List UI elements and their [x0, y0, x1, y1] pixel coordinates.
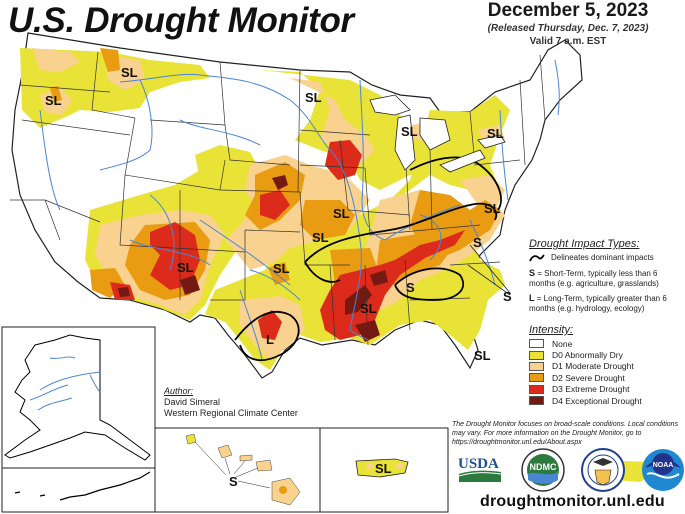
date-header: December 5, 2023 (Released Thursday, Dec… — [478, 0, 658, 49]
partner-logos: USDA NDMC NOAA — [455, 448, 685, 492]
impact-label-montana: SL — [305, 90, 322, 105]
short-term-definition: S = Short-Term, typically less than 6 mo… — [529, 268, 659, 288]
long-term-definition: L = Long-Term, typically greater than 6 … — [529, 293, 667, 313]
legend-row-d4: D4 Exceptional Drought — [529, 395, 685, 406]
intensity-legend: Intensity: None D0 Abnormally Dry D1 Mod… — [529, 324, 685, 406]
impact-line-icon — [529, 254, 545, 262]
impact-label-mississippi: SL — [360, 301, 377, 316]
svg-text:NOAA: NOAA — [653, 462, 674, 469]
impact-label-oklahoma: SL — [273, 261, 290, 276]
impact-label-virginia: SL — [484, 201, 501, 216]
impact-label-missouri: SL — [333, 206, 350, 221]
impact-label-texas: L — [266, 332, 274, 347]
impact-label-puerto-rico: SL — [375, 461, 392, 476]
map-date: December 5, 2023 — [487, 0, 649, 21]
svg-text:NDMC: NDMC — [530, 462, 557, 472]
commerce-logo-icon — [581, 448, 625, 492]
d3-extreme-drought-areas — [110, 140, 465, 340]
legend-row-d2: D2 Severe Drought — [529, 372, 685, 383]
swatch-none — [529, 339, 544, 349]
impact-types-heading: Drought Impact Types: — [529, 238, 640, 250]
ndmc-logo-icon: NDMC — [521, 448, 565, 492]
impact-label-florida: SL — [474, 348, 491, 363]
swatch-d4 — [529, 396, 544, 406]
impact-label-michigan: SL — [401, 124, 418, 139]
state-borders — [10, 51, 546, 346]
legend-row-d1: D1 Moderate Drought — [529, 361, 685, 372]
impact-label-hawaii: S — [229, 474, 238, 489]
label-leader-lines — [467, 244, 511, 296]
website-url[interactable]: droughtmonitor.unl.edu — [480, 493, 665, 510]
puerto-rico-map — [355, 458, 409, 478]
footer-note: The Drought Monitor focuses on broad-sca… — [452, 421, 679, 446]
swatch-d1 — [529, 361, 544, 371]
rivers — [39, 59, 560, 361]
impact-label-alabama: S — [406, 280, 415, 295]
noaa-logo-icon: NOAA — [642, 449, 684, 491]
intensity-heading: Intensity: — [529, 324, 574, 336]
delineates-row: Delineates dominant impacts — [529, 253, 685, 263]
impact-label-west: SL — [312, 230, 329, 245]
swatch-d2 — [529, 373, 544, 383]
author-block: Author: David Simeral Western Regional C… — [164, 386, 298, 419]
release-date: (Released Thursday, Dec. 7, 2023) — [487, 23, 649, 34]
impact-boundary-lines — [234, 156, 502, 362]
author-name: David Simeral — [164, 397, 221, 407]
legend-row-d3: D3 Extreme Drought — [529, 384, 685, 395]
map-title: U.S. Drought Monitor — [8, 1, 354, 40]
legend-row-d0: D0 Abnormally Dry — [529, 349, 685, 360]
swatch-d0 — [529, 350, 544, 360]
impact-types-legend: Drought Impact Types: Delineates dominan… — [529, 238, 685, 318]
valid-time: Valid 7 a.m. EST — [529, 36, 607, 47]
author-heading: Author: — [164, 386, 194, 396]
impact-label-north-carolina: S — [473, 235, 482, 250]
author-org: Western Regional Climate Center — [164, 408, 298, 418]
alaska-map — [4, 334, 151, 501]
impact-label-new-york: SL — [487, 126, 504, 141]
legend-row-none: None — [529, 338, 685, 349]
great-lakes — [369, 94, 506, 173]
delineates-text: Delineates dominant impacts — [551, 253, 654, 262]
impact-label-washington: SL — [121, 65, 138, 80]
impact-label-oregon: SL — [45, 93, 62, 108]
aleutians-inset-frame — [1, 467, 156, 513]
usda-logo-icon: USDA — [458, 456, 502, 482]
impact-label-south-carolina: S — [503, 289, 512, 304]
impact-label-new-mexico: SL — [177, 260, 194, 275]
svg-text:USDA: USDA — [458, 456, 499, 472]
hawaii-map — [185, 433, 301, 506]
swatch-d3 — [529, 384, 544, 394]
